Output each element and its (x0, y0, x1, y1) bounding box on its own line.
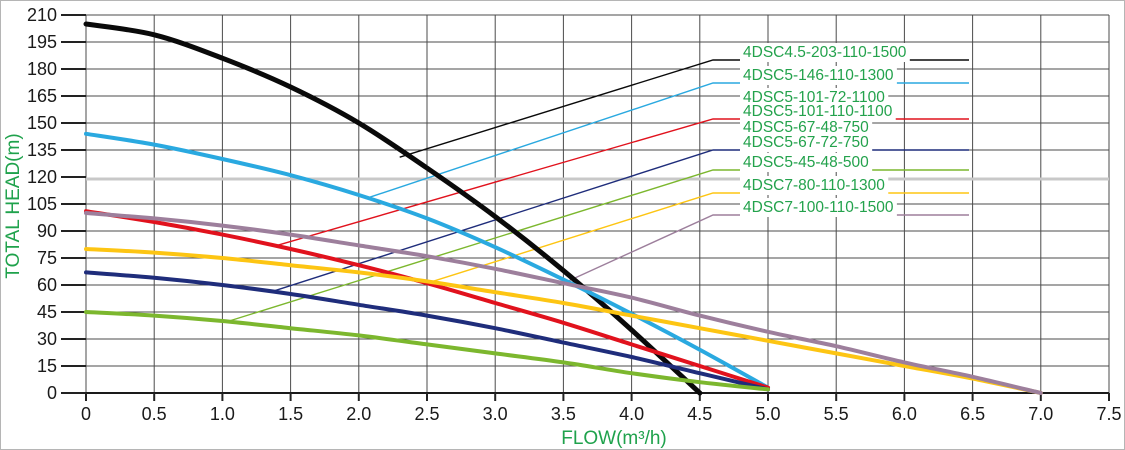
curve-layer (83, 21, 1043, 396)
curve-4DSC7-80-110-1300 (84, 247, 1043, 395)
legend-label: 4DSC7-100-110-1500 (743, 199, 894, 216)
curve-4DSC4.5-203-110-1500 (83, 21, 703, 396)
y-tick-label: 105 (27, 194, 57, 214)
y-axis-title: TOTAL HEAD(m) (3, 133, 24, 278)
x-tick-label: 0 (81, 404, 91, 424)
legend-label-background (740, 118, 873, 137)
x-tick-label: 3.5 (551, 404, 576, 424)
curve-4DSC7-100-110-1500 (84, 211, 1043, 395)
legend-label-background (740, 176, 889, 195)
y-tick-label: 165 (27, 86, 57, 106)
legend-label-background (740, 43, 910, 62)
legend-label-background (740, 153, 873, 172)
y-tick-label: 195 (27, 32, 57, 52)
y-tick-label: 150 (27, 113, 57, 133)
y-tick-label: 120 (27, 167, 57, 187)
x-tick-label: 1.5 (278, 404, 303, 424)
tick-label-layer: 0 0.5 1.0 1.5 2.0 2.5 3.0 3.5 4.0 4.5 5.0 5.5 6.0 6.5… (27, 5, 1122, 424)
curve-4DSC5-146-110-1300 (84, 131, 770, 390)
curve-4DSC5-45-48-500 (84, 310, 770, 392)
x-tick-label: 5.0 (755, 404, 780, 424)
x-tick-label: 4.5 (687, 404, 712, 424)
y-tick-label: 75 (37, 248, 57, 268)
legend-label: 4DSC5-45-48-500 (743, 154, 869, 171)
y-tick-label: 15 (37, 356, 57, 376)
y-tick-label: 45 (37, 302, 57, 322)
legend-label-background (740, 198, 897, 217)
legend-leader-line (563, 214, 969, 284)
legend-label: 4DSC5-101-72-1100 (743, 89, 885, 106)
x-axis-title: FLOW(m³/h) (561, 428, 667, 449)
legend-label: 4DSC5-67-72-750 (743, 134, 869, 151)
x-tick-label: 6.0 (892, 404, 917, 424)
y-tick-label: 210 (27, 5, 57, 25)
x-tick-label: 7.5 (1096, 404, 1121, 424)
y-tick-label: 180 (27, 59, 57, 79)
x-tick-label: 2.5 (414, 404, 439, 424)
y-tick-label: 90 (37, 221, 57, 241)
x-tick-label: 1.0 (210, 404, 235, 424)
legend-label: 4DSC7-80-110-1300 (743, 177, 885, 194)
y-tick-label: 0 (47, 383, 57, 403)
grid-layer (85, 14, 1110, 394)
x-tick-label: 7.0 (1028, 404, 1053, 424)
legend-label: 4DSC4.5-203-110-1500 (743, 44, 907, 61)
y-tick-label: 30 (37, 329, 57, 349)
curve-4DSC5-67-72-750 (84, 270, 770, 392)
legend-label-background (740, 133, 873, 152)
legend-leader-line (269, 149, 969, 293)
legend-label-layer: 4DSC4.5-203-110-1500 4DSC5-146-110-1300 4D… (740, 43, 910, 217)
y-tick-label: 60 (37, 275, 57, 295)
legend-label: 4DSC5-67-48-750 (743, 119, 869, 136)
x-tick-label: 0.5 (142, 404, 167, 424)
y-tick-label: 135 (27, 140, 57, 160)
x-tick-label: 5.5 (824, 404, 849, 424)
legend-label: 4DSC5-146-110-1300 (743, 67, 894, 84)
x-tick-label: 6.5 (960, 404, 985, 424)
legend-label-background (740, 66, 897, 85)
tick-layer (61, 14, 1110, 401)
x-tick-label: 2.0 (346, 404, 371, 424)
x-tick-label: 4.0 (619, 404, 644, 424)
legend-leader-line (228, 169, 969, 322)
legend-label: 4DSC5-101-110-1100 (743, 103, 893, 120)
x-tick-label: 3.0 (483, 404, 508, 424)
legend-label-background (740, 102, 896, 121)
